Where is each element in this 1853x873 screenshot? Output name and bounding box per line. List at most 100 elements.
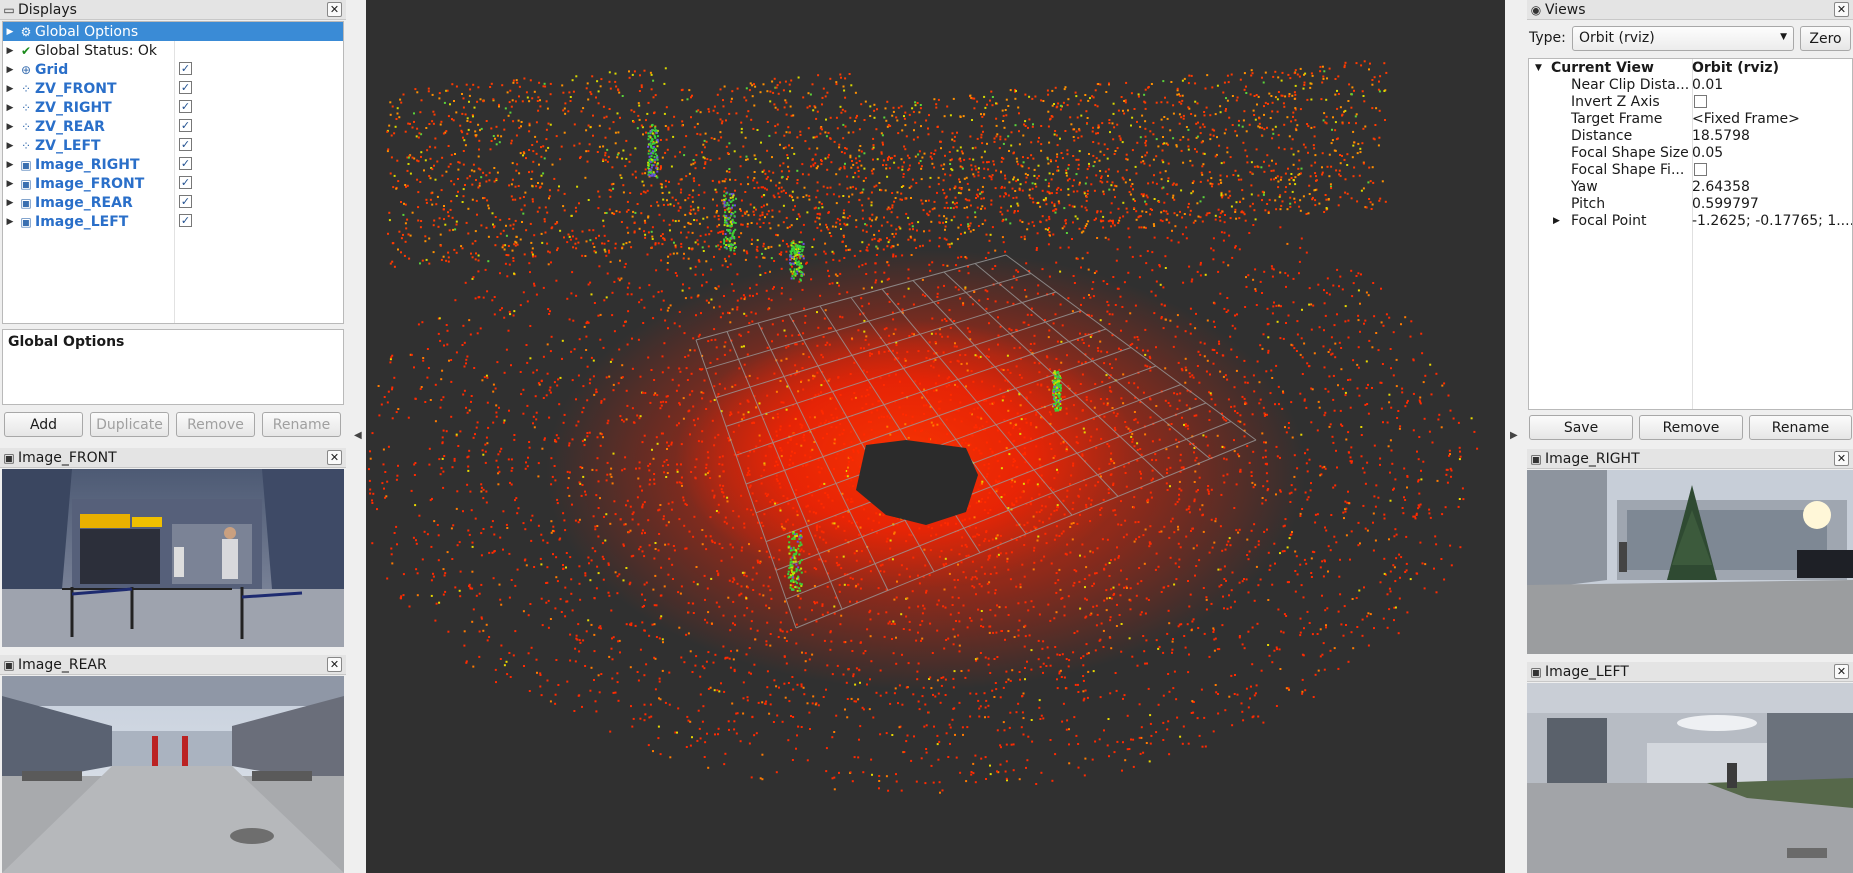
expand-arrow-icon[interactable]: ▶ (3, 65, 17, 75)
current-view-value: Orbit (rviz) (1692, 60, 1779, 76)
property-checkbox[interactable] (1694, 163, 1707, 176)
image-left-title: Image_LEFT (1545, 664, 1629, 680)
rename-view-button[interactable]: Rename (1749, 415, 1852, 440)
close-icon[interactable]: ✕ (327, 657, 342, 672)
display-item[interactable]: ▶ ▣ Image_REAR ✓ (3, 193, 343, 212)
display-item-label: ZV_RIGHT (35, 100, 112, 116)
close-icon[interactable]: ✕ (1834, 2, 1849, 17)
enabled-checkbox[interactable]: ✓ (179, 195, 192, 208)
display-item[interactable]: ▶ ⁘ ZV_RIGHT ✓ (3, 98, 343, 117)
display-item[interactable]: ▶ ✔ Global Status: Ok (3, 41, 343, 60)
remove-view-button[interactable]: Remove (1639, 415, 1743, 440)
view-property-row[interactable]: Yaw 2.64358 (1529, 178, 1852, 195)
pointcloud-icon: ⁘ (17, 82, 35, 96)
view-property-row[interactable]: Near Clip Dista... 0.01 (1529, 76, 1852, 93)
image-front-titlebar: ▣ Image_FRONT (0, 448, 346, 468)
expand-arrow-icon[interactable]: ▶ (3, 179, 17, 189)
enabled-checkbox[interactable]: ✓ (179, 176, 192, 189)
view-property-key: Pitch (1571, 196, 1605, 212)
close-icon[interactable]: ✕ (327, 450, 342, 465)
expand-arrow-icon[interactable]: ▶ (3, 141, 17, 151)
duplicate-button[interactable]: Duplicate (90, 412, 169, 437)
display-item[interactable]: ▶ ⁘ ZV_FRONT ✓ (3, 79, 343, 98)
expand-arrow-icon[interactable]: ▶ (3, 160, 17, 170)
current-view-row[interactable]: ▼ Current View Orbit (rviz) (1529, 59, 1852, 76)
expand-arrow-icon[interactable]: ▶ (3, 103, 17, 113)
enabled-checkbox[interactable]: ✓ (179, 81, 192, 94)
expand-arrow-icon[interactable]: ▶ (3, 122, 17, 132)
view-property-row[interactable]: Target Frame <Fixed Frame> (1529, 110, 1852, 127)
zero-button[interactable]: Zero (1800, 26, 1851, 51)
view-property-row[interactable]: Invert Z Axis (1529, 93, 1852, 110)
camera-icon: ◉ (1527, 3, 1545, 17)
expand-arrow-icon[interactable]: ▶ (3, 27, 17, 37)
image-front-panel: ▣ Image_FRONT ✕ (0, 448, 346, 649)
image-right-title: Image_RIGHT (1545, 451, 1640, 467)
display-item[interactable]: ▶ ⁘ ZV_REAR ✓ (3, 117, 343, 136)
view-property-row[interactable]: Focal Shape Size 0.05 (1529, 144, 1852, 161)
view-property-row[interactable]: ▶ Focal Point -1.2625; -0.17765; 1.... (1529, 212, 1852, 229)
display-item[interactable]: ▶ ⁘ ZV_LEFT ✓ (3, 136, 343, 155)
view-property-value: 2.64358 (1692, 179, 1750, 195)
display-item-label: ZV_FRONT (35, 81, 117, 97)
view-property-key: Focal Shape Fi... (1571, 162, 1684, 178)
expand-arrow-icon[interactable]: ▶ (1553, 216, 1560, 226)
type-select[interactable]: Orbit (rviz) ▼ (1572, 26, 1794, 51)
enabled-checkbox[interactable]: ✓ (179, 100, 192, 113)
view-property-value: 0.01 (1692, 77, 1723, 93)
expand-arrow-icon[interactable]: ▶ (3, 198, 17, 208)
view-property-row[interactable]: Distance 18.5798 (1529, 127, 1852, 144)
image-icon: ▣ (1527, 665, 1545, 679)
right-camera-image (1527, 470, 1853, 654)
enabled-checkbox[interactable]: ✓ (179, 214, 192, 227)
enabled-checkbox[interactable]: ✓ (179, 62, 192, 75)
display-item[interactable]: ▶ ⚙ Global Options (3, 22, 344, 41)
pointcloud-icon: ⁘ (17, 120, 35, 134)
enabled-checkbox[interactable]: ✓ (179, 119, 192, 132)
current-view-key: Current View (1551, 60, 1654, 76)
close-icon[interactable]: ✕ (1834, 664, 1849, 679)
display-item-label: Grid (35, 62, 68, 78)
image-rear-titlebar: ▣ Image_REAR (0, 655, 346, 675)
image-right-panel: ▣ Image_RIGHT ✕ (1527, 449, 1853, 656)
check-icon: ✔ (17, 44, 35, 58)
close-icon[interactable]: ✕ (327, 2, 342, 17)
save-view-button[interactable]: Save (1529, 415, 1633, 440)
rear-camera-image (2, 676, 344, 873)
displays-title: Displays (18, 2, 77, 18)
grid-icon: ⊕ (17, 63, 35, 77)
displays-tree: ▶ ⚙ Global Options ▶ ✔ Global Status: Ok ▶ ⊕ Gri… (2, 21, 344, 324)
expand-arrow-icon[interactable]: ▶ (3, 217, 17, 227)
remove-button[interactable]: Remove (176, 412, 255, 437)
display-item[interactable]: ▶ ▣ Image_FRONT ✓ (3, 174, 343, 193)
view-property-key: Target Frame (1571, 111, 1662, 127)
enabled-checkbox[interactable]: ✓ (179, 157, 192, 170)
chevron-down-icon[interactable]: ▼ (1535, 63, 1542, 73)
expand-arrow-icon[interactable]: ▶ (3, 84, 17, 94)
views-panel: ◉ Views ✕ Type: Orbit (rviz) ▼ Zero ▼ Cu… (1527, 0, 1853, 443)
image-icon: ▣ (17, 215, 35, 229)
display-item[interactable]: ▶ ⊕ Grid ✓ (3, 60, 343, 79)
rename-button[interactable]: Rename (262, 412, 341, 437)
enabled-checkbox[interactable]: ✓ (179, 138, 192, 151)
close-icon[interactable]: ✕ (1834, 451, 1849, 466)
monitor-icon: ▭ (0, 3, 18, 17)
property-checkbox[interactable] (1694, 95, 1707, 108)
display-item-label: Image_LEFT (35, 214, 128, 230)
display-item-label: Global Options (35, 24, 138, 40)
collapse-right-icon[interactable]: ▶ (1510, 430, 1518, 441)
collapse-left-icon[interactable]: ◀ (354, 430, 362, 441)
add-button[interactable]: Add (4, 412, 83, 437)
gear-icon: ⚙ (17, 25, 35, 39)
render-viewport[interactable] (366, 0, 1505, 873)
view-property-row[interactable]: Focal Shape Fi... (1529, 161, 1852, 178)
display-item[interactable]: ▶ ▣ Image_LEFT ✓ (3, 212, 343, 231)
view-property-row[interactable]: Pitch 0.599797 (1529, 195, 1852, 212)
display-item-label: Image_FRONT (35, 176, 144, 192)
image-icon: ▣ (0, 451, 18, 465)
description-title: Global Options (8, 334, 338, 350)
displays-titlebar: ▭ Displays (0, 0, 346, 20)
image-right-titlebar: ▣ Image_RIGHT (1527, 449, 1853, 469)
expand-arrow-icon[interactable]: ▶ (3, 46, 17, 56)
display-item[interactable]: ▶ ▣ Image_RIGHT ✓ (3, 155, 343, 174)
